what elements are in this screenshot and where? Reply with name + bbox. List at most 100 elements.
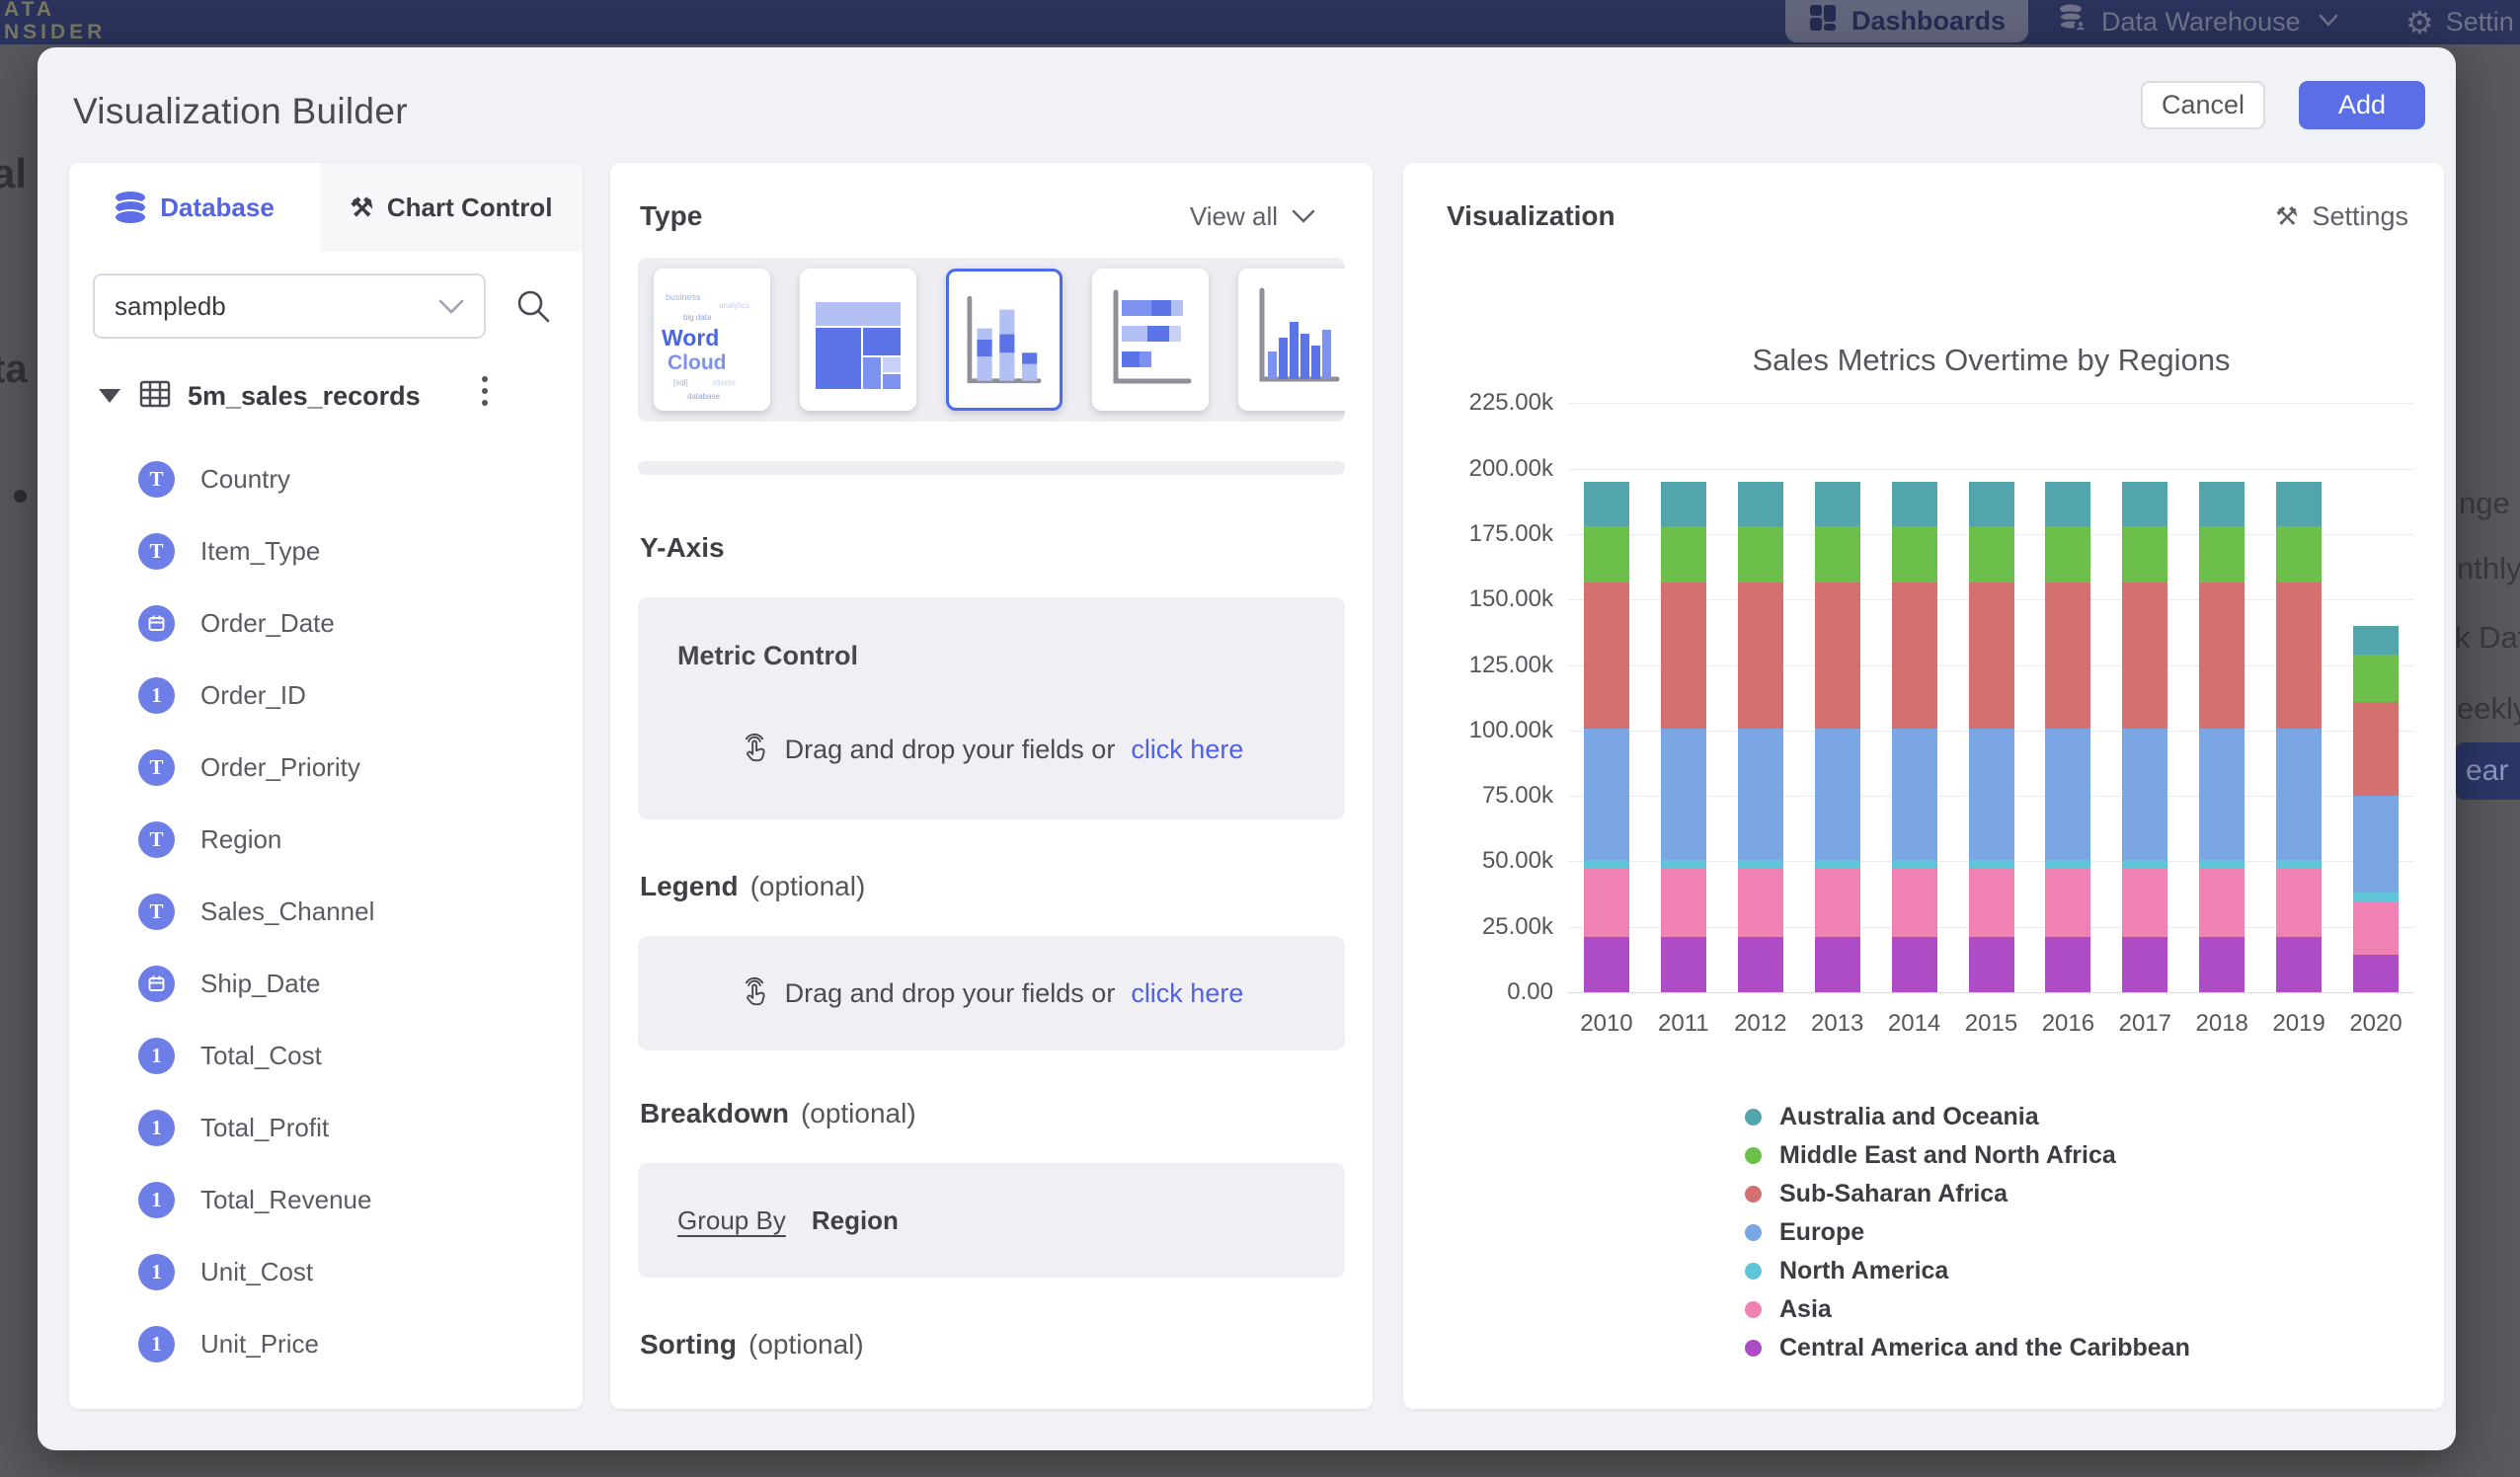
bar-segment-2016-middle-east-and-north-africa[interactable] [2045, 526, 2090, 583]
breakdown-group-by[interactable]: Group By Region [638, 1163, 1345, 1278]
bar-segment-2016-central-america-and-the-caribbean[interactable] [2045, 937, 2090, 992]
bar-segment-2010-sub-saharan-africa[interactable] [1584, 583, 1629, 730]
bar-segment-2010-north-america[interactable] [1584, 860, 1629, 868]
bar-segment-2020-north-america[interactable] [2353, 893, 2399, 901]
bar-segment-2019-north-america[interactable] [2276, 860, 2322, 868]
bar-segment-2016-australia-and-oceania[interactable] [2045, 482, 2090, 526]
bar-segment-2014-asia[interactable] [1892, 868, 1937, 937]
bar-segment-2014-central-america-and-the-caribbean[interactable] [1892, 937, 1937, 992]
bar-segment-2017-australia-and-oceania[interactable] [2122, 482, 2167, 526]
bar-segment-2010-europe[interactable] [1584, 729, 1629, 860]
bar-segment-2014-sub-saharan-africa[interactable] [1892, 583, 1937, 730]
field-item-total_profit[interactable]: 1Total_Profit [138, 1092, 583, 1164]
chart-type-card-stacked-column[interactable] [946, 269, 1063, 411]
builder-scroll-area[interactable]: Type View all businessanalyticsbig dataW… [610, 163, 1373, 1360]
bar-segment-2010-central-america-and-the-caribbean[interactable] [1584, 937, 1629, 992]
bar-segment-2012-central-america-and-the-caribbean[interactable] [1738, 937, 1783, 992]
bar-segment-2017-sub-saharan-africa[interactable] [2122, 583, 2167, 730]
bar-segment-2010-middle-east-and-north-africa[interactable] [1584, 526, 1629, 583]
field-item-order_id[interactable]: 1Order_ID [138, 660, 583, 732]
field-item-order_priority[interactable]: TOrder_Priority [138, 732, 583, 804]
bar-segment-2019-middle-east-and-north-africa[interactable] [2276, 526, 2322, 583]
bar-segment-2014-europe[interactable] [1892, 729, 1937, 860]
click-here-link[interactable]: click here [1131, 978, 1243, 1009]
bar-segment-2017-north-america[interactable] [2122, 860, 2167, 868]
bar-segment-2015-middle-east-and-north-africa[interactable] [1969, 526, 2014, 583]
bar-segment-2016-sub-saharan-africa[interactable] [2045, 583, 2090, 730]
bar-segment-2020-australia-and-oceania[interactable] [2353, 626, 2399, 655]
bar-segment-2011-sub-saharan-africa[interactable] [1661, 583, 1706, 730]
settings-button[interactable]: ⚒ Settings [2275, 201, 2408, 232]
legend-item-europe[interactable]: Europe [1745, 1218, 1864, 1247]
legend-dropzone[interactable]: Drag and drop your fields or click here [638, 936, 1345, 1050]
bar-segment-2011-asia[interactable] [1661, 868, 1706, 937]
bar-segment-2013-north-america[interactable] [1815, 860, 1860, 868]
cancel-button[interactable]: Cancel [2141, 81, 2265, 129]
chart-type-card-wordcloud[interactable]: businessanalyticsbig dataWordCloud[sql]c… [654, 269, 770, 411]
legend-item-north-america[interactable]: North America [1745, 1257, 1948, 1285]
bar-segment-2020-asia[interactable] [2353, 902, 2399, 955]
bar-segment-2018-north-america[interactable] [2199, 860, 2244, 868]
bar-segment-2019-australia-and-oceania[interactable] [2276, 482, 2322, 526]
bar-segment-2011-north-america[interactable] [1661, 860, 1706, 868]
nav-item-dashboards[interactable]: Dashboards [1785, 0, 2028, 42]
bar-segment-2013-australia-and-oceania[interactable] [1815, 482, 1860, 526]
bar-segment-2012-australia-and-oceania[interactable] [1738, 482, 1783, 526]
metric-control-dropzone[interactable]: Metric Control Drag and drop your fields… [638, 597, 1345, 819]
add-button[interactable]: Add [2299, 81, 2425, 129]
bar-segment-2018-asia[interactable] [2199, 868, 2244, 937]
field-item-order_date[interactable]: Order_Date [138, 587, 583, 660]
tab-chart-control[interactable]: ⚒ Chart Control [320, 163, 583, 252]
bar-segment-2020-middle-east-and-north-africa[interactable] [2353, 655, 2399, 702]
legend-item-central-america-and-the-caribbean[interactable]: Central America and the Caribbean [1745, 1334, 2190, 1362]
bar-segment-2015-sub-saharan-africa[interactable] [1969, 583, 2014, 730]
legend-item-sub-saharan-africa[interactable]: Sub-Saharan Africa [1745, 1180, 2008, 1208]
bar-segment-2013-asia[interactable] [1815, 868, 1860, 937]
chart-type-card-treemap[interactable] [800, 269, 916, 411]
bar-segment-2011-europe[interactable] [1661, 729, 1706, 860]
bar-segment-2020-sub-saharan-africa[interactable] [2353, 702, 2399, 796]
bar-segment-2013-central-america-and-the-caribbean[interactable] [1815, 937, 1860, 992]
bar-segment-2011-central-america-and-the-caribbean[interactable] [1661, 937, 1706, 992]
bar-segment-2015-europe[interactable] [1969, 729, 2014, 860]
bar-segment-2015-asia[interactable] [1969, 868, 2014, 937]
bar-segment-2010-australia-and-oceania[interactable] [1584, 482, 1629, 526]
table-tree-header[interactable]: 5m_sales_records [99, 370, 559, 422]
bar-segment-2020-central-america-and-the-caribbean[interactable] [2353, 955, 2399, 992]
bar-segment-2011-australia-and-oceania[interactable] [1661, 482, 1706, 526]
chart-type-card-column[interactable] [1238, 269, 1345, 411]
kebab-menu-icon[interactable] [482, 376, 488, 406]
database-select[interactable]: sampledb [93, 273, 486, 339]
field-item-country[interactable]: TCountry [138, 443, 583, 515]
chart-type-card-stacked-bar[interactable] [1092, 269, 1209, 411]
bar-segment-2010-asia[interactable] [1584, 868, 1629, 937]
bar-segment-2019-central-america-and-the-caribbean[interactable] [2276, 937, 2322, 992]
bar-segment-2016-north-america[interactable] [2045, 860, 2090, 868]
field-item-unit_price[interactable]: 1Unit_Price [138, 1308, 583, 1380]
bar-segment-2018-central-america-and-the-caribbean[interactable] [2199, 937, 2244, 992]
legend-item-asia[interactable]: Asia [1745, 1295, 1832, 1324]
tab-database[interactable]: Database [69, 163, 320, 252]
bar-segment-2020-europe[interactable] [2353, 796, 2399, 893]
bar-segment-2019-europe[interactable] [2276, 729, 2322, 860]
search-icon[interactable] [513, 286, 553, 326]
carousel-scrollbar[interactable] [638, 461, 1345, 475]
bar-segment-2013-europe[interactable] [1815, 729, 1860, 860]
legend-item-middle-east-and-north-africa[interactable]: Middle East and North Africa [1745, 1141, 2116, 1170]
bar-segment-2016-asia[interactable] [2045, 868, 2090, 937]
legend-item-australia-and-oceania[interactable]: Australia and Oceania [1745, 1103, 2039, 1131]
field-item-item_type[interactable]: TItem_Type [138, 515, 583, 587]
bar-segment-2014-australia-and-oceania[interactable] [1892, 482, 1937, 526]
field-item-total_revenue[interactable]: 1Total_Revenue [138, 1164, 583, 1236]
bar-segment-2019-asia[interactable] [2276, 868, 2322, 937]
bar-segment-2018-australia-and-oceania[interactable] [2199, 482, 2244, 526]
nav-item-data-warehouse[interactable]: Data Warehouse [2056, 0, 2338, 44]
bar-segment-2015-central-america-and-the-caribbean[interactable] [1969, 937, 2014, 992]
bar-segment-2017-europe[interactable] [2122, 729, 2167, 860]
field-item-ship_date[interactable]: Ship_Date [138, 948, 583, 1020]
bar-segment-2017-middle-east-and-north-africa[interactable] [2122, 526, 2167, 583]
bar-segment-2014-middle-east-and-north-africa[interactable] [1892, 526, 1937, 583]
bar-segment-2012-sub-saharan-africa[interactable] [1738, 583, 1783, 730]
bar-segment-2015-north-america[interactable] [1969, 860, 2014, 868]
bar-segment-2012-middle-east-and-north-africa[interactable] [1738, 526, 1783, 583]
